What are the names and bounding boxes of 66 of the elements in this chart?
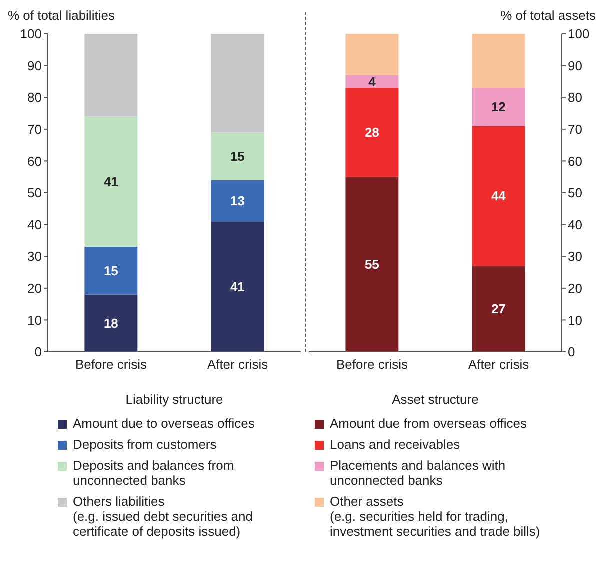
bar xyxy=(84,34,138,117)
data-label: 12 xyxy=(491,100,506,115)
y-axis-title: % of total liabilities xyxy=(8,8,116,25)
bar xyxy=(211,34,264,133)
data-label: 55 xyxy=(364,257,380,272)
data-label: 15 xyxy=(230,148,245,164)
y-tick-label: 50 xyxy=(28,186,42,201)
data-label: 4 xyxy=(368,74,377,90)
bar xyxy=(84,116,138,248)
bar xyxy=(346,177,399,352)
y-tick-label: 0 xyxy=(34,344,42,360)
x-axis-title: Asset structure xyxy=(392,392,479,407)
y2-tick-label: 70 xyxy=(568,122,582,138)
data-label: 28 xyxy=(364,125,380,140)
y-tick-label: 70 xyxy=(28,122,42,138)
y2-tick-label: 60 xyxy=(568,154,582,169)
y2-tick-label: 80 xyxy=(568,90,582,106)
bar xyxy=(84,247,138,295)
legend-label: Placements and balances with unconnected banks xyxy=(330,458,507,488)
data-label: 41 xyxy=(230,279,245,294)
y2-tick-label: 90 xyxy=(568,58,582,74)
bar xyxy=(472,88,526,126)
legend-label: Other assets (e.g. securities held for trading, investment securities and trade bills) xyxy=(330,494,542,539)
data-label: 41 xyxy=(104,174,118,190)
legend-label: Amount due from overseas offices xyxy=(330,416,528,431)
legend-label: Amount due to overseas offices xyxy=(73,416,255,431)
y-tick-label: 40 xyxy=(28,217,42,232)
bar xyxy=(211,222,264,352)
y2-tick-label: 50 xyxy=(568,186,582,201)
y-tick-label: 60 xyxy=(28,154,42,169)
x-tick-label: After crisis xyxy=(468,357,530,372)
y2-tick-label: 0 xyxy=(568,344,576,360)
x-tick-label: After crisis xyxy=(207,357,269,372)
bar xyxy=(472,126,526,266)
bar xyxy=(346,75,399,88)
y-tick-label: 10 xyxy=(28,312,42,328)
y2-tick-label: 30 xyxy=(568,249,582,264)
y2-tick-label: 40 xyxy=(568,217,582,232)
bar xyxy=(346,34,399,76)
bar xyxy=(84,294,138,352)
data-label: 27 xyxy=(491,302,506,317)
y2-tick-label: 10 xyxy=(568,312,582,328)
legend-label: Loans and receivables xyxy=(330,437,460,452)
y2-tick-label: 100 xyxy=(568,26,590,42)
y-tick-label: 20 xyxy=(28,281,42,296)
y-tick-label: 100 xyxy=(20,26,42,42)
bar xyxy=(211,132,264,180)
y2-axis-title: % of total assets xyxy=(500,8,597,25)
data-label: 13 xyxy=(230,194,245,208)
y-tick-label: 90 xyxy=(28,58,42,74)
legend-label: Deposits and balances from unconnected banks xyxy=(73,458,236,488)
y-tick-label: 30 xyxy=(28,249,42,264)
legend-label: Deposits from customers xyxy=(73,437,217,452)
data-label: 44 xyxy=(491,188,507,204)
data-label: 18 xyxy=(104,316,118,331)
data-label: 15 xyxy=(104,263,118,278)
bar xyxy=(211,180,264,222)
bar xyxy=(472,266,526,352)
y-tick-label: 80 xyxy=(28,90,42,106)
x-axis-title: Liability structure xyxy=(126,392,224,407)
x-tick-label: Before crisis xyxy=(336,357,409,372)
bar xyxy=(472,34,526,88)
legend-label: Others liabilities (e.g. issued debt securities and certificate of deposits issued) xyxy=(73,494,254,539)
bar xyxy=(346,88,399,178)
x-tick-label: Before crisis xyxy=(75,357,148,372)
y2-tick-label: 20 xyxy=(568,281,582,296)
